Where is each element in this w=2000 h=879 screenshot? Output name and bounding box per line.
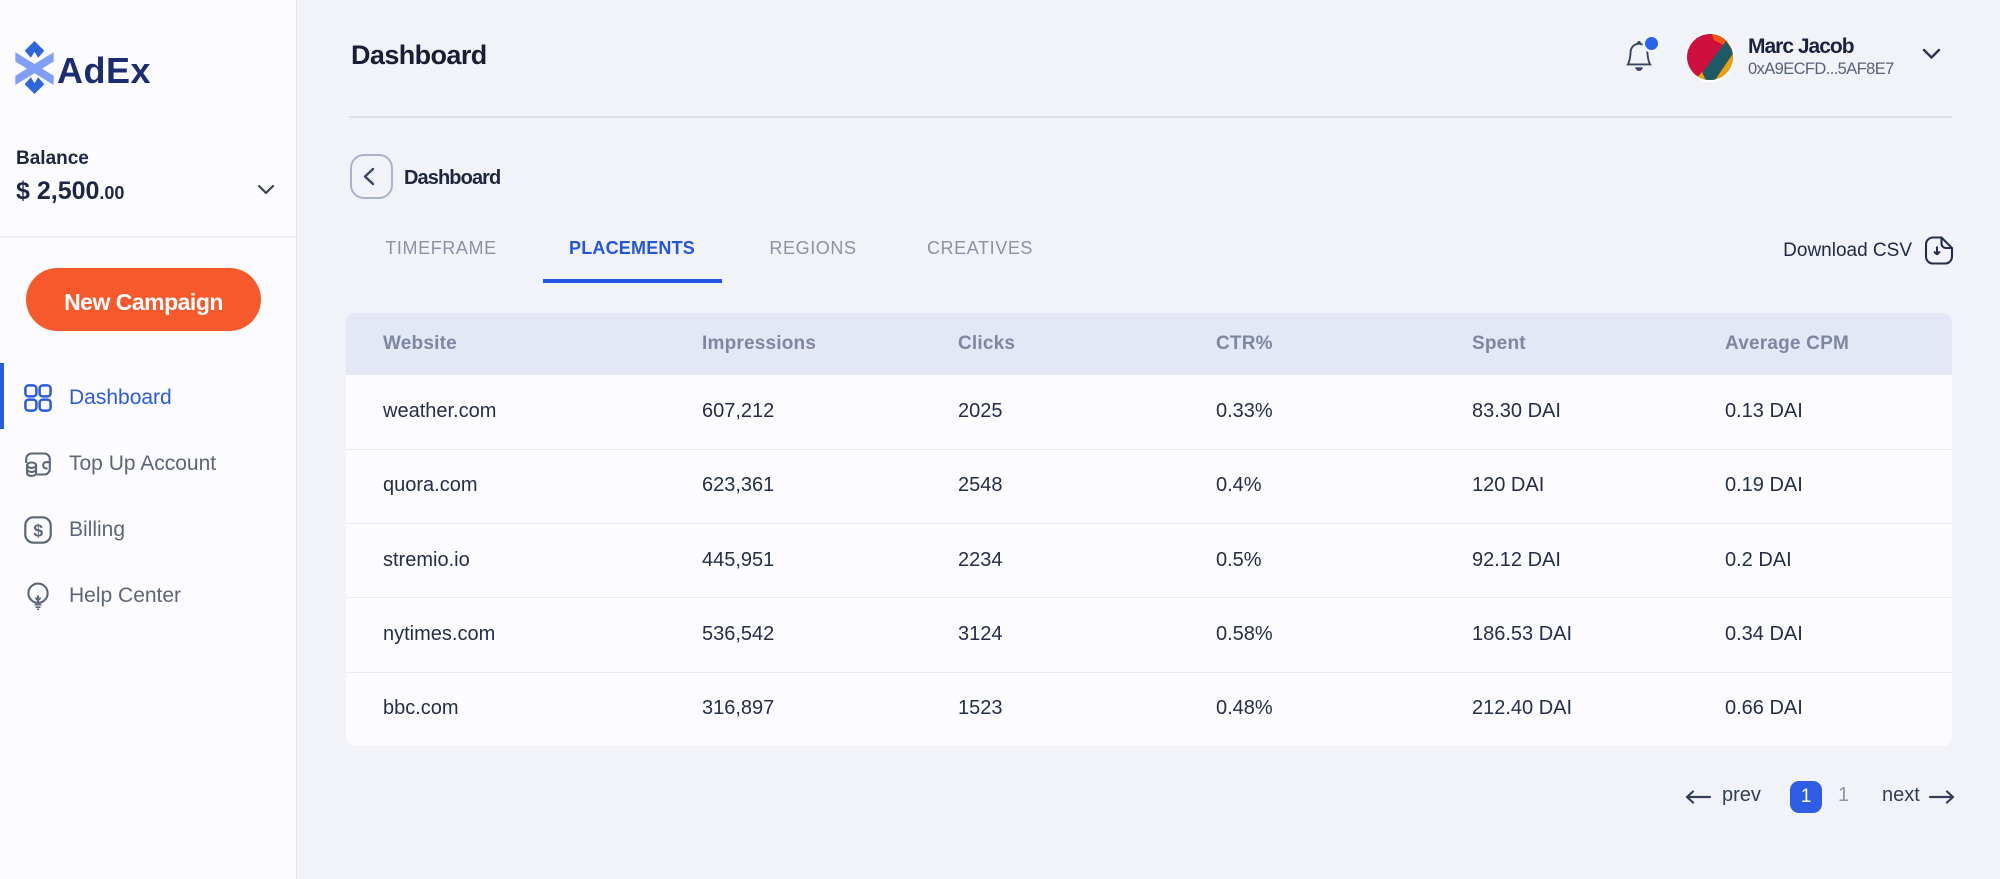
svg-text:$: $ [33,520,43,540]
